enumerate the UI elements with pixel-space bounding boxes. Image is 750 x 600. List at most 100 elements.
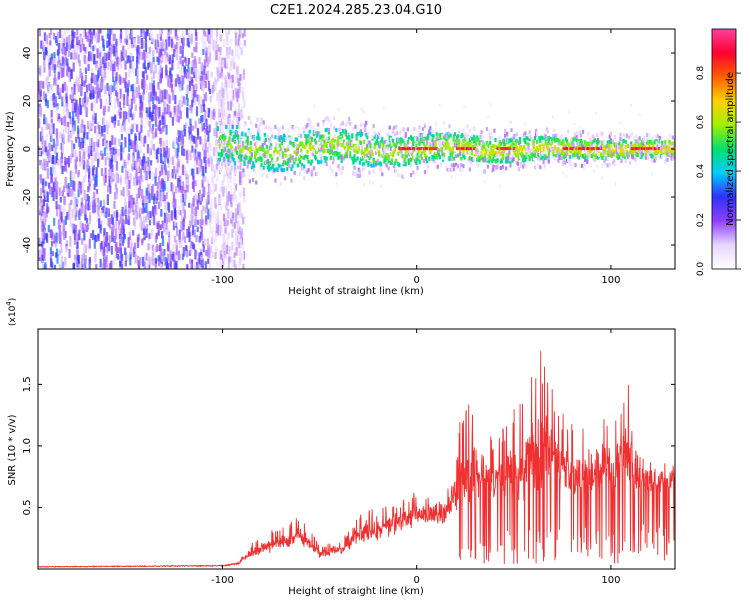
spectrogram-cell: [468, 156, 471, 161]
spectrogram-cell: [518, 154, 522, 159]
spectrogram-cell: [46, 233, 49, 243]
spectrogram-cell: [130, 128, 133, 135]
spectrogram-cell: [88, 238, 91, 249]
spectrogram-cell: [217, 97, 220, 108]
spectrogram-cell: [271, 157, 274, 162]
spectrogram-cell: [427, 164, 430, 169]
spectrogram-cell: [199, 104, 202, 113]
spectrogram-cell: [604, 148, 607, 153]
spectrogram-cell: [46, 168, 49, 179]
spectrogram-cell: [94, 86, 97, 95]
spectrogram-cell: [222, 148, 225, 153]
spectrogram-cell: [120, 153, 123, 160]
spectrogram-cell: [59, 226, 62, 235]
spectrogram-cell: [602, 154, 605, 159]
spectrogram-cell: [97, 204, 100, 216]
spectrogram-cell: [173, 105, 176, 113]
spectrogram-cell: [403, 136, 406, 141]
spectrogram-cell: [359, 123, 363, 128]
spectrogram-cell: [43, 62, 46, 73]
spectrogram-cell: [84, 214, 87, 221]
spectrogram-cell: [227, 116, 230, 125]
spectrogram-cell: [655, 141, 658, 146]
spectrogram-cell: [201, 165, 205, 176]
spectrogram-cell: [140, 221, 143, 231]
spectrogram-cell: [204, 215, 208, 225]
spectrogram-cell: [198, 151, 202, 161]
spectrogram-cell: [177, 135, 181, 143]
spectrogram-cell: [228, 46, 232, 55]
spectrogram-cell: [304, 169, 307, 174]
spectrogram-cell: [593, 157, 596, 162]
spectrogram-cell: [328, 140, 332, 145]
spectrogram-cell: [62, 207, 65, 217]
spectrogram-cell: [239, 171, 242, 176]
spectrogram-cell: [58, 187, 61, 196]
spectrogram-cell: [213, 128, 216, 137]
spectrogram-cell: [168, 94, 171, 103]
spectrogram-cell: [339, 139, 342, 144]
spectrogram-cell: [199, 193, 202, 202]
spectrogram-cell: [100, 209, 103, 216]
spectrogram-cell: [295, 137, 298, 142]
spectrogram-cell: [134, 212, 137, 221]
spectrogram-cell: [240, 106, 243, 110]
spectrogram-cell: [223, 251, 226, 259]
spectrogram-cell: [76, 36, 79, 43]
spectrogram-cell: [396, 131, 399, 136]
spectrogram-cell: [196, 167, 199, 175]
spectrogram-cell: [57, 204, 60, 210]
spectrogram-cell: [131, 65, 134, 74]
spectrogram-cell: [57, 43, 61, 54]
spectrogram-cell: [334, 156, 337, 161]
spectrogram-cell: [74, 197, 77, 207]
spectrogram-cell: [64, 46, 67, 56]
spectrogram-cell: [215, 29, 219, 37]
spectrogram-cell: [87, 51, 91, 62]
spectrogram-area: [38, 29, 675, 269]
spectrogram-cell: [289, 140, 292, 145]
spectrogram-cell: [126, 218, 129, 225]
spectrogram-cell: [404, 147, 407, 151]
spectrogram-cell: [56, 31, 60, 39]
spectrogram-cell: [209, 155, 213, 163]
spectrogram-cell: [159, 171, 162, 177]
spectrogram-cell: [190, 213, 193, 225]
spectrogram-cell: [237, 130, 240, 139]
spectrogram-cell: [47, 155, 50, 162]
spectrogram-cell: [65, 111, 68, 120]
spectrogram-cell: [133, 38, 136, 45]
spectrogram-cell: [342, 139, 345, 144]
spectrogram-cell: [87, 195, 90, 205]
spectrogram-cell: [124, 137, 127, 148]
spectrogram-cell: [159, 224, 162, 230]
spectrogram-cell: [40, 213, 43, 223]
spectrogram-cell: [139, 106, 142, 118]
spectrogram-cell: [213, 147, 216, 157]
spectrogram-cell: [65, 246, 68, 254]
spectrogram-cell: [79, 185, 83, 195]
spectrogram-cell: [57, 159, 60, 166]
spectrogram-cell: [142, 216, 145, 226]
spectrogram-cell: [157, 230, 160, 236]
spectrogram-cell: [664, 140, 667, 145]
spectrogram-cell: [557, 158, 560, 163]
spectrogram-cell: [671, 135, 674, 140]
spectrogram-cell: [75, 99, 78, 110]
spectrogram-cell: [203, 58, 207, 67]
spectrogram-cell: [134, 122, 137, 132]
spectrogram-cell: [371, 146, 374, 151]
spectrogram-cell: [239, 208, 242, 219]
spectrogram-cell: [113, 256, 116, 266]
spectrogram-cell: [43, 190, 46, 198]
spectrogram-cell: [136, 75, 139, 85]
spectrogram-cell: [575, 134, 578, 139]
spectrogram-cell: [489, 102, 492, 106]
spectrogram-cell: [200, 260, 203, 268]
spectrogram-cell: [572, 153, 575, 158]
spectrogram-cell: [191, 134, 194, 141]
spectrogram-cell: [243, 120, 246, 127]
spectrogram-cell: [163, 172, 166, 180]
spectrogram-cell: [92, 90, 95, 99]
